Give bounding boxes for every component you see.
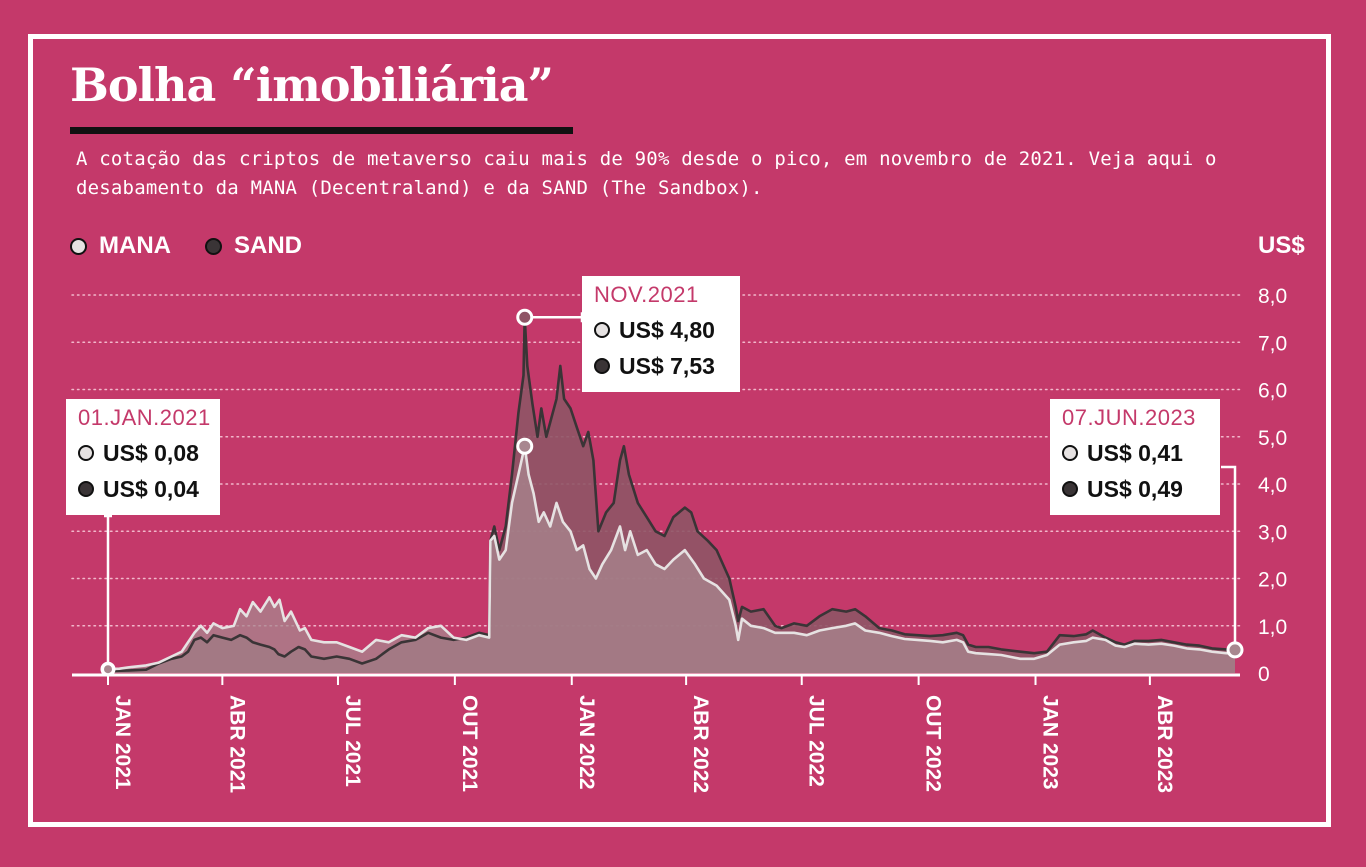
callout-end-date: 07.JUN.2023 [1062,405,1196,430]
title-underline [70,127,573,134]
y-tick-label: 8,0 [1258,285,1287,308]
y-tick-label: 5,0 [1258,427,1287,450]
y-tick-label: 4,0 [1258,474,1287,497]
x-tick-label: OUT 2022 [922,695,945,792]
sand-peak-marker [516,308,534,326]
mana-area [108,446,1235,673]
y-tick-label: 2,0 [1258,569,1287,592]
mana-peak-marker [516,437,534,455]
x-tick-label: ABR 2022 [689,695,712,793]
callout-peak-mana: US$ 4,80 [594,312,728,348]
chart-subtitle: A cotação das criptos de metaverso caiu … [76,148,1217,199]
callout-start-sand: US$ 0,04 [78,471,208,507]
legend-label-mana: MANA [99,232,171,259]
sand-marker [1062,481,1078,497]
callout-peak-mana-value: US$ 4,80 [619,316,715,343]
x-tick-label: JAN 2022 [575,695,598,790]
callout-peak-sand: US$ 7,53 [594,348,728,384]
x-tick-label: JUL 2022 [805,695,828,787]
mana-series-line [107,444,1236,671]
callout-end-sand-value: US$ 0,49 [1087,475,1183,502]
mana-marker [78,445,94,461]
chart-title: Bolha “imobiliária” [70,58,554,112]
sand-marker [594,358,610,374]
callout-peak-sand-value: US$ 7,53 [619,352,715,379]
mana-marker [594,322,610,338]
callout-start-sand-value: US$ 0,04 [103,475,199,502]
end-marker [1226,641,1244,659]
callout-peak-date: NOV.2021 [594,282,699,307]
y-axis-unit-label: US$ [1258,232,1305,259]
legend-item-sand: SAND [205,232,302,260]
y-tick-label: 1,0 [1258,616,1287,639]
callout-end: 07.JUN.2023 US$ 0,41 US$ 0,49 [1050,399,1220,515]
callout-start: 01.JAN.2021 US$ 0,08 US$ 0,04 [66,399,220,515]
mana-legend-marker [70,237,87,255]
y-tick-label: 6,0 [1258,380,1287,403]
sand-series-line [107,315,1236,673]
x-tick-label: ABR 2023 [1153,695,1176,793]
x-tick-label: JAN 2023 [1039,695,1062,790]
callout-start-date: 01.JAN.2021 [78,405,211,430]
x-tick-label: JAN 2021 [111,695,134,790]
callout-start-mana: US$ 0,08 [78,435,208,471]
chart-frame [28,34,1331,827]
x-tick-label: OUT 2021 [458,695,481,792]
callout-end-sand: US$ 0,49 [1062,471,1208,507]
leader-line-peak [531,312,584,323]
x-tick-label: ABR 2021 [225,695,248,793]
leader-line-start [104,514,112,664]
y-tick-label: 7,0 [1258,332,1287,355]
sand-marker [78,481,94,497]
callout-start-mana-value: US$ 0,08 [103,439,199,466]
legend-item-mana: MANA [70,232,171,260]
mana-marker [1062,445,1078,461]
callout-peak: NOV.2021 US$ 4,80 US$ 7,53 [582,276,740,392]
callout-end-mana-value: US$ 0,41 [1087,439,1183,466]
start-marker-inner [104,665,112,674]
sand-legend-marker [205,237,222,255]
legend-label-sand: SAND [234,232,303,259]
y-tick-label: 0 [1258,663,1270,686]
callout-end-mana: US$ 0,41 [1062,435,1208,471]
leader-line-end [1221,465,1237,643]
axes: 0 1,0 2,0 3,0 4,0 5,0 6,0 7,0 8,0 JAN 2021 ABR 202… [72,285,1287,793]
series-lines [107,315,1236,673]
x-tick-label: JUL 2021 [341,695,364,787]
y-tick-label: 3,0 [1258,521,1287,544]
